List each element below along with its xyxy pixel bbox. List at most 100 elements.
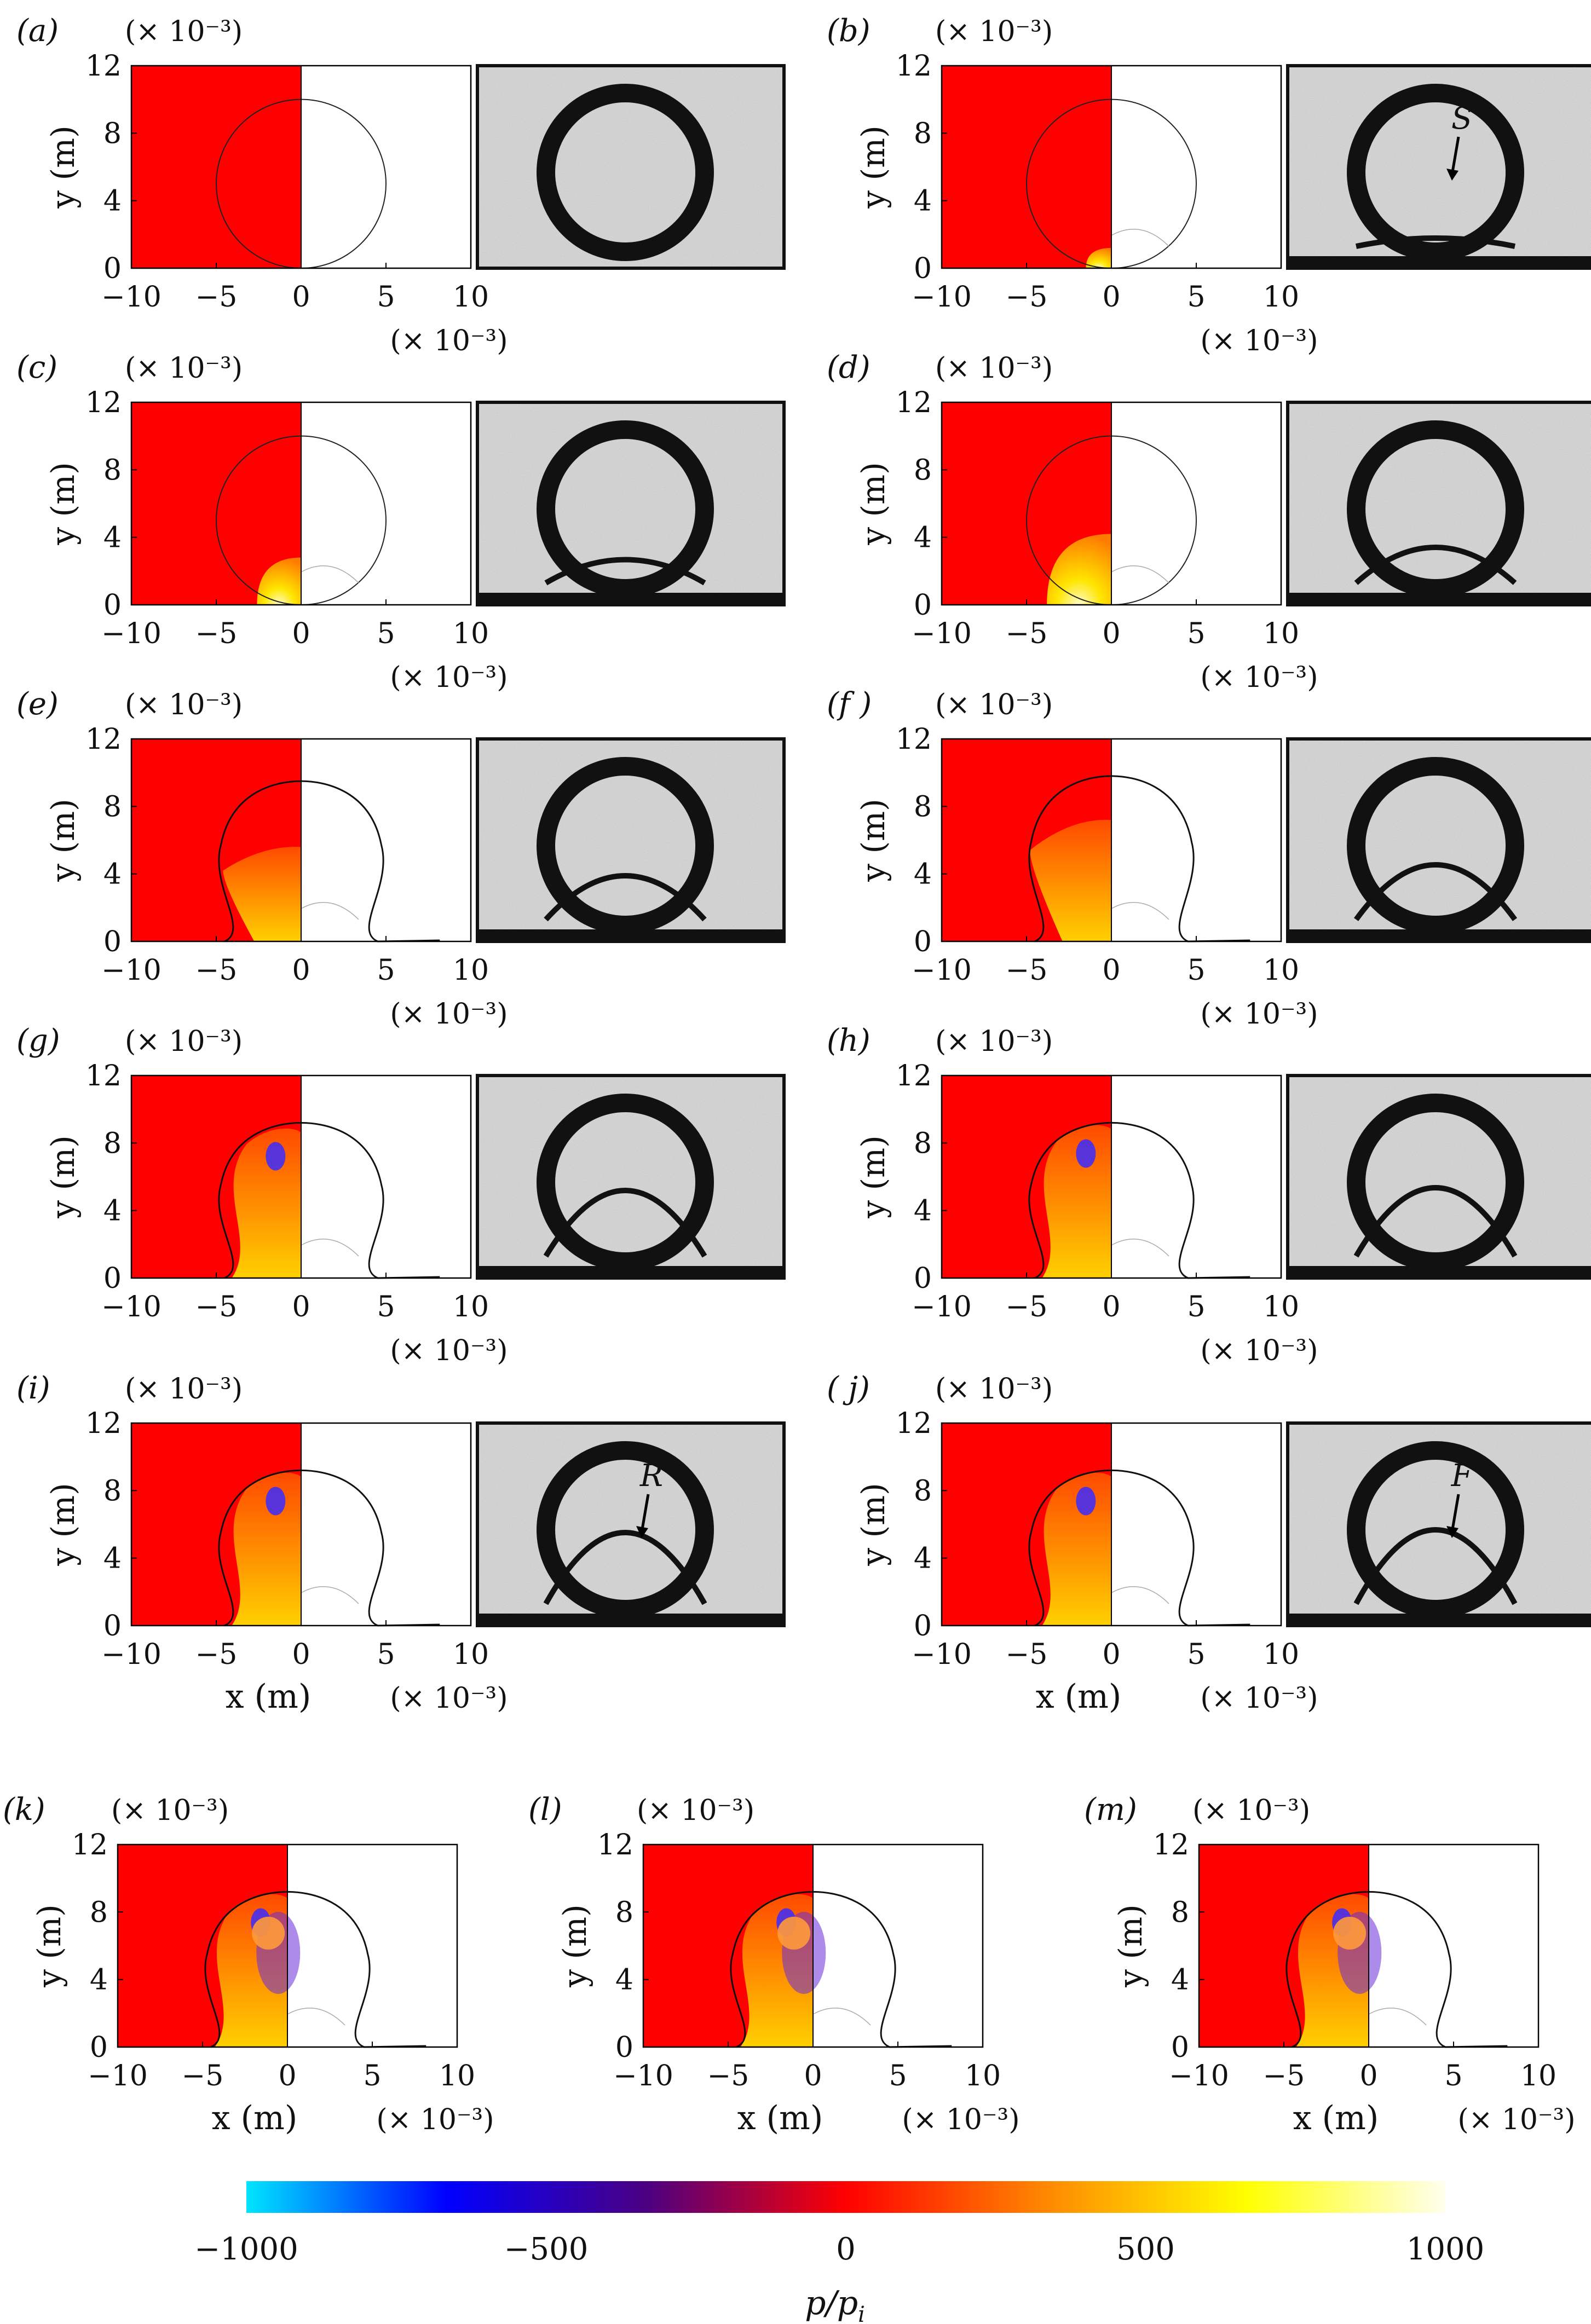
y-scale-label: (× 10⁻³): [125, 1373, 243, 1406]
pressure-fill: [232, 1128, 301, 1278]
y-tick-label: 4: [914, 522, 932, 554]
panel-letter: (c): [16, 350, 57, 385]
y-tick-label: 12: [896, 1060, 932, 1092]
y-scale-label: (× 10⁻³): [935, 689, 1053, 721]
photo-ground-dark: [477, 929, 784, 941]
colorbar-tick-label: 0: [836, 2231, 856, 2267]
y-tick-label: 0: [103, 589, 122, 622]
y-tick-label: 4: [103, 1542, 122, 1575]
y-tick-label: 8: [103, 790, 122, 823]
white-half-field: [301, 739, 471, 941]
x-tick-label: 10: [1263, 954, 1299, 987]
pressure-blob: [257, 557, 301, 605]
panel-letter: ( j): [827, 1371, 870, 1406]
x-tick-label: −10: [101, 281, 162, 314]
y-tick-label: 8: [103, 117, 122, 150]
photo-bubble-ring: [1347, 420, 1524, 598]
y-tick-label: 0: [914, 926, 932, 958]
panel-k: (k) (× 10⁻³) 0 4 8 12 −10 −5 0 5 10 y (m) (× 10⁻³) x …: [3, 1792, 494, 2137]
x-axis-label: x (m): [226, 1678, 312, 1716]
panel-m: (m) (× 10⁻³) 0 4 8 12 −10 −5 0 5 10 y (m) (× 10⁻³) x …: [1084, 1792, 1576, 2137]
x-tick-label: 0: [292, 954, 310, 987]
x-tick-label: −10: [101, 1638, 162, 1671]
photo-bubble-ring: [1347, 1441, 1524, 1618]
x-tick-label: 5: [377, 1638, 395, 1671]
shock-front-trace: [301, 902, 359, 920]
y-scale-label: (× 10⁻³): [935, 15, 1053, 48]
y-scale-label: (× 10⁻³): [935, 1025, 1053, 1058]
white-half-field: [301, 66, 471, 268]
x-tick-label: 0: [804, 2060, 822, 2092]
x-tick-label: 10: [1263, 281, 1299, 314]
x-tick-label: −5: [195, 954, 238, 987]
y-tick-label: 4: [103, 1195, 122, 1228]
photo-ground-dark: [1288, 256, 1591, 268]
y-tick-label: 4: [914, 1542, 932, 1575]
x-scale-label: (× 10⁻³): [376, 2103, 494, 2136]
x-tick-label: −10: [912, 617, 972, 650]
x-tick-label: 5: [377, 281, 395, 314]
photo-inner-front: [1353, 862, 1518, 921]
shock-front-trace: [301, 565, 359, 583]
y-tick-label: 4: [103, 522, 122, 554]
jet-low-pressure: [266, 1142, 286, 1171]
white-half-field: [1111, 1076, 1281, 1278]
x-axis-label: x (m): [737, 2099, 823, 2137]
photo-arrowhead: [1446, 169, 1459, 181]
photo-bubble-ring: [1347, 1094, 1524, 1271]
photo-inner-front: [544, 557, 706, 586]
shock-front-trace: [287, 2008, 345, 2026]
x-scale-label: (× 10⁻³): [1200, 325, 1318, 357]
y-tick-label: 0: [90, 2031, 108, 2064]
x-tick-label: 5: [1187, 954, 1205, 987]
y-axis-label: y (m): [1112, 1904, 1149, 1987]
shock-front-trace: [812, 2008, 871, 2026]
white-half-field: [301, 402, 471, 605]
photo-inner-front: [543, 1188, 707, 1258]
y-tick-label: 0: [914, 589, 932, 622]
x-tick-label: −10: [101, 617, 162, 650]
x-scale-label: (× 10⁻³): [390, 325, 508, 357]
y-tick-label: 12: [72, 1829, 108, 1861]
panel-letter: (h): [827, 1023, 871, 1059]
y-tick-label: 0: [914, 1262, 932, 1295]
x-tick-label: −10: [101, 1291, 162, 1323]
photo-bubble-ring: [537, 1441, 714, 1618]
x-scale-label: (× 10⁻³): [1457, 2103, 1575, 2136]
x-tick-label: 10: [1263, 1638, 1299, 1671]
photo-arrow: [1450, 136, 1460, 176]
photo-inner-front: [544, 873, 707, 922]
x-scale-label: (× 10⁻³): [390, 661, 508, 694]
x-scale-label: (× 10⁻³): [1200, 1682, 1318, 1715]
pressure-blob: [1047, 534, 1111, 605]
vortex-core: [252, 1916, 285, 1950]
shock-front-trace: [1111, 1586, 1169, 1604]
x-tick-label: 10: [965, 2060, 1001, 2092]
x-tick-label: −5: [1006, 954, 1048, 987]
photo-annotation-label: F: [1451, 1458, 1474, 1494]
x-tick-label: −10: [1169, 2060, 1229, 2092]
x-tick-label: 5: [889, 2060, 907, 2092]
colorbar-tick-label: 500: [1116, 2231, 1175, 2267]
white-half-field: [1369, 1845, 1538, 2047]
x-tick-label: −10: [613, 2060, 673, 2092]
white-half-field: [1111, 1423, 1281, 1626]
y-tick-label: 4: [615, 1964, 633, 1997]
vortex-core: [1333, 1916, 1367, 1950]
y-tick-label: 8: [914, 1127, 932, 1160]
photo-ground-dark: [477, 1266, 784, 1278]
x-tick-label: 10: [453, 954, 489, 987]
x-tick-label: 0: [292, 1291, 310, 1323]
y-axis-label: y (m): [556, 1904, 593, 1987]
photo-inner-front: [1354, 545, 1517, 585]
y-tick-label: 4: [103, 185, 122, 218]
y-tick-label: 8: [914, 1475, 932, 1507]
x-tick-label: −10: [912, 1638, 972, 1671]
x-tick-label: −5: [1263, 2060, 1305, 2092]
photo-inner-front: [543, 1530, 707, 1605]
x-axis-label: x (m): [1293, 2099, 1379, 2137]
photo-border: [476, 64, 786, 270]
y-tick-label: 4: [90, 1964, 108, 1997]
panel-l: (l) (× 10⁻³) 0 4 8 12 −10 −5 0 5 10 y (m) (× 10⁻³) x …: [528, 1792, 1020, 2137]
photo-arrow: [640, 1494, 650, 1533]
